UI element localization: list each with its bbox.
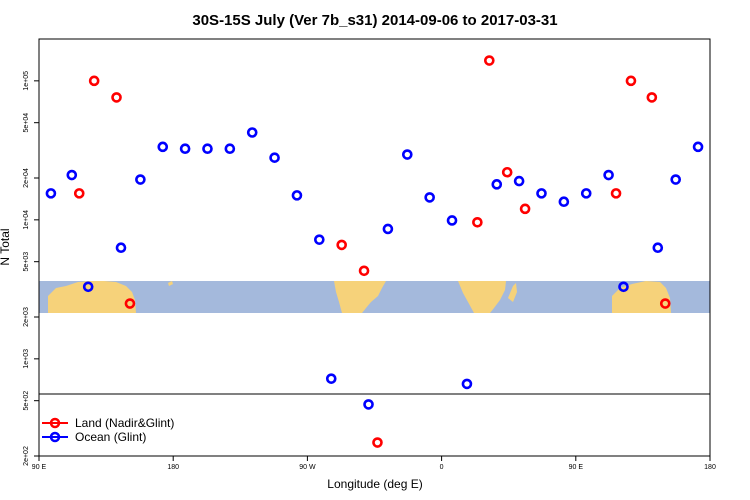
legend-land-marker: [49, 417, 61, 429]
x-tick-label: 0: [440, 464, 444, 471]
y-tick-label: 5e+02: [23, 391, 30, 411]
x-tick-label: 180: [704, 464, 716, 471]
x-axis-label: Longitude (deg E): [327, 477, 422, 491]
ocean-point: [618, 281, 629, 293]
y-tick-label: 1e+03: [23, 349, 30, 369]
ocean-point: [291, 190, 303, 201]
ocean-point: [558, 196, 570, 208]
ocean-point: [135, 174, 146, 185]
ocean-point: [461, 378, 473, 390]
x-tick-label: 180: [167, 464, 179, 471]
legend-ocean-label: Ocean (Glint): [75, 430, 146, 444]
ocean-point: [402, 149, 413, 160]
legend-land-label: Land (Nadir&Glint): [75, 416, 174, 430]
map-land-new-caledonia: [168, 281, 173, 286]
ocean-point: [82, 281, 94, 293]
map-land-south-america: [334, 281, 386, 313]
ocean-point: [314, 234, 325, 245]
map-land-madagascar: [508, 283, 517, 302]
ocean-point: [670, 174, 682, 185]
x-axis: 90 E 180 90 W 0 90 E 180: [32, 456, 716, 471]
ocean-point: [224, 143, 236, 154]
ocean-point: [491, 179, 503, 190]
ocean-point: [424, 192, 435, 203]
ocean-point: [66, 169, 78, 181]
ocean-point: [603, 169, 614, 181]
ocean-point: [363, 399, 374, 410]
y-tick-label: 5e+04: [23, 113, 30, 133]
chart-title: 30S-15S July (Ver 7b_s31) 2014-09-06 to …: [192, 12, 557, 29]
ocean-point: [246, 127, 258, 138]
land-point: [625, 75, 637, 87]
ocean-point: [325, 373, 337, 384]
land-point: [472, 217, 483, 228]
y-tick-label: 1e+04: [23, 210, 30, 230]
land-point: [519, 203, 531, 215]
y-tick-label: 5e+03: [23, 252, 30, 272]
points: [45, 55, 704, 448]
legend: Land (Nadir&Glint) Ocean (Glint): [42, 416, 174, 444]
ocean-point: [580, 188, 592, 199]
x-tick-label: 90 E: [569, 464, 584, 471]
y-tick-label: 2e+03: [23, 307, 30, 327]
ocean-point: [157, 141, 169, 153]
ocean-point: [513, 175, 525, 187]
ocean-point: [269, 152, 280, 163]
y-tick-label: 1e+05: [23, 71, 30, 91]
land-point: [124, 298, 136, 309]
land-point: [372, 437, 383, 448]
y-tick-label: 2e+04: [23, 168, 30, 188]
x-tick-label: 90 E: [32, 464, 47, 471]
ocean-point: [446, 215, 458, 226]
ocean-point: [179, 143, 191, 154]
land-point: [111, 92, 122, 103]
y-axis: 2e+02 5e+02 1e+03 2e+03 5e+03 1e+04 2e+04 5e+04…: [23, 71, 39, 466]
y-tick-label: 2e+02: [23, 446, 30, 466]
land-point: [646, 92, 658, 103]
map-land-australia: [48, 281, 136, 313]
land-point: [73, 188, 85, 199]
y-axis-label: N Total: [0, 228, 12, 265]
land-point: [336, 239, 347, 251]
ocean-point: [382, 223, 394, 235]
ocean-point: [692, 141, 704, 153]
ocean-point: [652, 242, 664, 254]
map-land-africa: [458, 281, 506, 313]
ocean-point: [536, 188, 547, 199]
legend-ocean-marker: [49, 431, 61, 443]
land-point: [610, 188, 622, 199]
ocean-point: [202, 143, 213, 154]
ocean-point: [115, 242, 127, 254]
land-point: [484, 55, 495, 66]
land-point: [659, 298, 671, 309]
land-point: [358, 265, 370, 277]
x-tick-label: 90 W: [299, 464, 316, 471]
land-point: [501, 166, 513, 178]
ocean-point: [45, 188, 57, 199]
plot-frame: [38, 38, 711, 457]
land-point: [88, 75, 100, 87]
map-band: [39, 281, 710, 313]
